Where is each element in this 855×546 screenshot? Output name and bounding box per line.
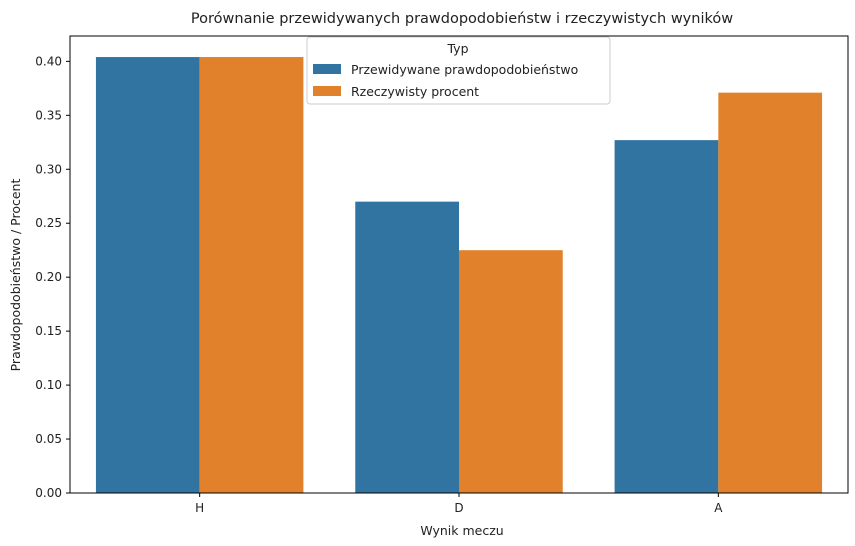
legend: Typ Przewidywane prawdopodobieństwo Rzec…	[306, 36, 611, 105]
y-tick-label: 0.15	[35, 324, 62, 338]
y-tick-label: 0.30	[35, 162, 62, 176]
bar-A-actual	[718, 92, 823, 493]
chart-title: Porównanie przewidywanych prawdopodobień…	[191, 11, 733, 27]
y-tick-label: 0.10	[35, 378, 62, 392]
bar-A-predicted	[614, 140, 719, 493]
y-tick-label: 0.25	[35, 216, 62, 230]
plot-frame	[69, 35, 849, 494]
y-tick-label: 0.40	[35, 54, 62, 68]
y-tick-label: 0.20	[35, 270, 62, 284]
bar-H-actual	[199, 57, 304, 493]
y-tick-label: 0.35	[35, 108, 62, 122]
bar-D-predicted	[355, 201, 459, 493]
y-axis-label: Prawdopodobieństwo / Procent	[8, 179, 23, 372]
y-axis-ticks: 0.00 0.05 0.10 0.15 0.20 0.25 0.30 0.35 0.40	[35, 54, 70, 500]
bar-H-predicted	[95, 57, 200, 493]
legend-swatch-predicted	[313, 64, 341, 74]
legend-swatch-actual	[313, 86, 341, 96]
y-tick-label: 0.05	[35, 432, 62, 446]
bars-group	[95, 57, 823, 493]
x-axis-label: Wynik meczu	[420, 523, 503, 538]
legend-box	[306, 36, 611, 105]
legend-label-predicted: Przewidywane prawdopodobieństwo	[351, 62, 578, 77]
bar-D-actual	[459, 250, 563, 493]
legend-label-actual: Rzeczywisty procent	[351, 84, 479, 99]
legend-title: Typ	[446, 41, 468, 56]
x-tick-label-H: H	[195, 501, 204, 515]
y-tick-label: 0.00	[35, 486, 62, 500]
x-tick-label-A: A	[714, 501, 723, 515]
x-tick-label-D: D	[454, 501, 463, 515]
